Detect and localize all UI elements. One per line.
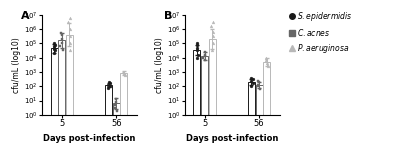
Point bbox=[65, 21, 71, 23]
Point bbox=[67, 42, 74, 45]
Point bbox=[248, 85, 254, 88]
Point bbox=[105, 83, 111, 86]
Point bbox=[51, 48, 58, 50]
Point bbox=[58, 33, 65, 36]
Point bbox=[257, 88, 263, 90]
Point bbox=[51, 52, 58, 55]
Point bbox=[122, 73, 128, 76]
Point bbox=[51, 46, 58, 49]
X-axis label: Days post-infection: Days post-infection bbox=[44, 133, 136, 143]
Text: B: B bbox=[164, 11, 172, 21]
Point bbox=[210, 42, 216, 45]
Point bbox=[202, 53, 208, 56]
Point bbox=[250, 78, 256, 80]
Point bbox=[51, 42, 57, 45]
Point bbox=[200, 56, 206, 59]
Point bbox=[255, 79, 262, 82]
Point bbox=[51, 43, 58, 46]
Point bbox=[210, 31, 216, 33]
Point bbox=[248, 79, 254, 82]
Point bbox=[202, 55, 208, 58]
Bar bbox=[194, 51, 200, 164]
Bar bbox=[105, 85, 112, 164]
Bar bbox=[58, 41, 65, 164]
Point bbox=[201, 51, 208, 53]
Y-axis label: cfu/mL (log10): cfu/mL (log10) bbox=[155, 37, 164, 93]
Point bbox=[209, 49, 216, 52]
Point bbox=[113, 101, 119, 103]
Point bbox=[248, 76, 255, 79]
Point bbox=[112, 98, 119, 100]
Point bbox=[120, 71, 126, 73]
Y-axis label: cfu/mL (log10): cfu/mL (log10) bbox=[12, 37, 21, 93]
Point bbox=[66, 49, 73, 52]
Point bbox=[194, 42, 200, 45]
Bar bbox=[51, 48, 58, 164]
Bar bbox=[263, 62, 270, 164]
Point bbox=[210, 21, 216, 23]
Point bbox=[256, 81, 262, 83]
Point bbox=[57, 45, 64, 48]
Bar bbox=[113, 103, 120, 164]
Point bbox=[262, 56, 269, 59]
Point bbox=[194, 46, 200, 49]
Point bbox=[58, 32, 64, 35]
Legend: $\it{S. epidermidis}$, $\it{C. acnes}$, $\it{P. aeruginosa}$: $\it{S. epidermidis}$, $\it{C. acnes}$, … bbox=[286, 7, 356, 58]
Point bbox=[194, 43, 200, 46]
Point bbox=[112, 103, 118, 106]
Point bbox=[263, 59, 269, 62]
Point bbox=[208, 25, 214, 28]
Point bbox=[106, 85, 113, 88]
Bar bbox=[256, 85, 262, 164]
Point bbox=[107, 82, 113, 85]
Point bbox=[51, 45, 57, 48]
X-axis label: Days post-infection: Days post-infection bbox=[186, 133, 278, 143]
Point bbox=[59, 38, 66, 40]
Point bbox=[264, 65, 271, 68]
Point bbox=[194, 53, 201, 56]
Point bbox=[59, 49, 66, 52]
Point bbox=[105, 86, 111, 89]
Point bbox=[249, 82, 256, 85]
Point bbox=[264, 62, 270, 65]
Point bbox=[194, 49, 200, 52]
Point bbox=[114, 109, 120, 112]
Point bbox=[121, 72, 127, 75]
Bar bbox=[66, 35, 73, 164]
Bar bbox=[248, 82, 255, 164]
Point bbox=[67, 16, 73, 19]
Point bbox=[67, 28, 73, 30]
Point bbox=[59, 42, 65, 45]
Point bbox=[202, 59, 208, 62]
Point bbox=[210, 35, 216, 38]
Bar bbox=[120, 73, 127, 164]
Point bbox=[112, 106, 118, 109]
Point bbox=[67, 35, 74, 38]
Bar bbox=[201, 56, 208, 164]
Point bbox=[106, 81, 112, 83]
Point bbox=[52, 49, 58, 52]
Point bbox=[254, 83, 261, 86]
Bar bbox=[208, 39, 216, 164]
Point bbox=[194, 56, 200, 59]
Point bbox=[255, 85, 261, 88]
Text: A: A bbox=[21, 11, 30, 21]
